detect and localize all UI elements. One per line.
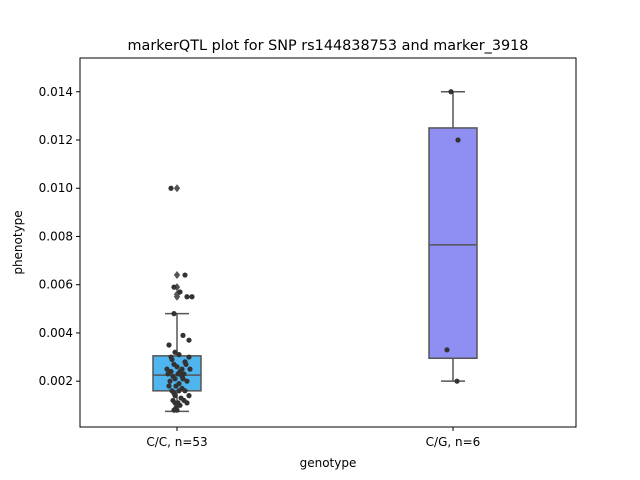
- x-axis: C/C, n=53 C/G, n=6: [146, 427, 480, 449]
- data-point: [444, 347, 450, 353]
- data-point: [172, 400, 178, 406]
- outlier-marker: [173, 184, 181, 193]
- data-point: [177, 289, 183, 295]
- data-point: [165, 371, 171, 377]
- data-point: [171, 284, 177, 290]
- outlier-marker: [173, 271, 181, 280]
- data-point: [175, 371, 181, 377]
- data-point: [168, 185, 174, 191]
- x-axis-label: genotype: [300, 456, 357, 470]
- y-tick-label: 0.012: [39, 133, 73, 147]
- data-point: [177, 402, 183, 408]
- y-tick-label: 0.014: [39, 85, 73, 99]
- plot-frame: [79, 57, 577, 428]
- y-tick-label: 0.010: [39, 181, 73, 195]
- data-point: [176, 352, 182, 358]
- data-point: [184, 378, 190, 384]
- y-tick-label: 0.004: [39, 326, 73, 340]
- outlier-marker: [173, 283, 181, 292]
- data-point: [186, 337, 192, 343]
- x-tick-label: C/G, n=6: [426, 435, 481, 449]
- data-point: [182, 272, 188, 278]
- data-point: [180, 332, 186, 338]
- data-point: [171, 311, 177, 317]
- data-point: [187, 366, 193, 372]
- data-point: [184, 294, 190, 300]
- y-tick-label: 0.008: [39, 229, 73, 243]
- y-axis: 0.002 0.004 0.006 0.008 0.010 0.012 0.014: [39, 85, 80, 388]
- data-point: [184, 400, 190, 406]
- data-point: [186, 393, 192, 399]
- plot-area: [152, 89, 478, 413]
- data-point: [168, 354, 174, 360]
- box-iqr: [428, 127, 478, 360]
- data-point: [167, 378, 173, 384]
- data-point: [176, 388, 182, 394]
- strip-points: [164, 89, 461, 413]
- x-tick-label: C/C, n=53: [146, 435, 207, 449]
- data-point: [182, 388, 188, 394]
- data-point: [448, 89, 454, 95]
- data-point: [186, 354, 192, 360]
- data-point: [166, 342, 172, 348]
- data-point: [166, 383, 172, 389]
- y-tick-label: 0.002: [39, 374, 73, 388]
- data-point: [172, 376, 178, 382]
- data-point: [174, 364, 180, 370]
- y-tick-label: 0.006: [39, 278, 73, 292]
- box-group: [428, 91, 478, 382]
- data-point: [172, 393, 178, 399]
- y-axis-label: phenotype: [11, 210, 25, 274]
- data-point: [454, 378, 460, 384]
- data-point: [180, 376, 186, 382]
- data-point: [455, 137, 461, 143]
- data-point: [189, 294, 195, 300]
- data-point: [174, 407, 180, 413]
- data-point: [164, 366, 170, 372]
- chart-title: markerQTL plot for SNP rs144838753 and m…: [128, 38, 529, 54]
- data-point: [173, 383, 179, 389]
- data-point: [172, 349, 178, 355]
- data-point: [183, 361, 189, 367]
- outlier-marker: [173, 290, 181, 299]
